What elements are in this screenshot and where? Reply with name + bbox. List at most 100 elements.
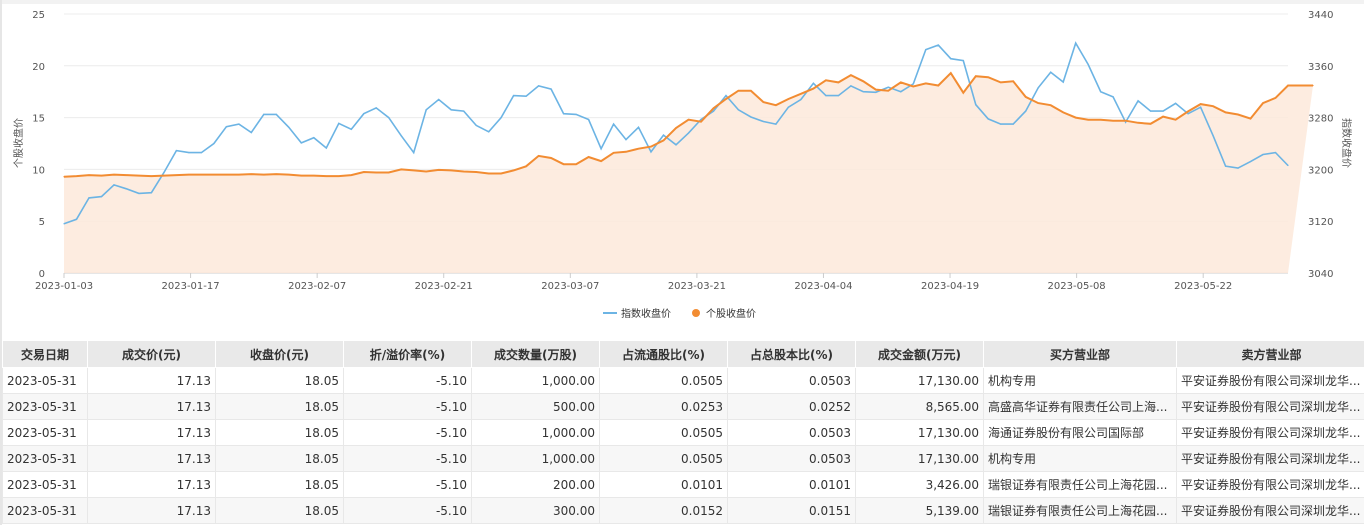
- index-point: [288, 126, 290, 128]
- table-cell: -5.10: [343, 419, 472, 446]
- index-point: [175, 150, 177, 152]
- index-point: [637, 126, 640, 128]
- index-point: [88, 197, 90, 199]
- stock-point: [812, 88, 815, 90]
- left-axis-tick-label: 20: [32, 62, 45, 73]
- index-point: [263, 113, 265, 115]
- table-cell: 机构专用: [983, 367, 1177, 394]
- table-row[interactable]: 2023-05-31 17.13 18.05 -5.10 200.00 0.0101 0.0…: [2, 471, 1364, 498]
- top-border: [0, 0, 1364, 4]
- index-point: [987, 118, 989, 120]
- stock-point: [1187, 110, 1189, 112]
- table-cell: 机构专用: [983, 445, 1177, 472]
- table-cell: 17.13: [87, 419, 216, 446]
- stock-point: [1150, 123, 1152, 125]
- column-header[interactable]: 交易日期: [2, 340, 88, 368]
- column-header[interactable]: 买方营业部: [983, 340, 1177, 368]
- stock-point: [363, 171, 365, 173]
- legend[interactable]: 指数收盘价 个股收盘价: [603, 307, 756, 320]
- stock-point: [475, 171, 477, 173]
- column-header[interactable]: 成交价(元): [87, 340, 216, 368]
- index-point: [675, 144, 677, 146]
- left-axis-ticks: 0 5 10 15 20 25: [32, 10, 45, 280]
- stock-price-area: [64, 73, 1313, 273]
- table-cell: 0.0505: [599, 367, 728, 394]
- index-point: [925, 49, 927, 51]
- table-cell: 18.05: [215, 497, 344, 524]
- legend-stock-dot-icon: [692, 309, 700, 317]
- stock-point: [712, 107, 715, 109]
- table-row[interactable]: 2023-05-31 17.13 18.05 -5.10 1,000.00 0.0505 0…: [2, 419, 1364, 446]
- index-point: [712, 110, 715, 112]
- table-cell: 2023-05-31: [2, 471, 88, 498]
- table-row[interactable]: 2023-05-31 17.13 18.05 -5.10 300.00 0.0152 0.0…: [2, 497, 1364, 524]
- legend-item-stock[interactable]: 个股收盘价: [692, 307, 756, 320]
- stock-point: [163, 175, 165, 177]
- x-axis-tick-label: 2023-04-04: [794, 281, 852, 292]
- stock-point: [613, 152, 615, 154]
- table-cell: 0.0503: [727, 419, 856, 446]
- legend-item-index[interactable]: 指数收盘价: [603, 307, 671, 320]
- index-point: [1100, 91, 1102, 93]
- column-header[interactable]: 收盘价(元): [215, 340, 344, 368]
- index-point: [250, 131, 252, 134]
- stock-point: [100, 175, 103, 177]
- table-body: 2023-05-31 17.13 18.05 -5.10 1,000.00 0.0505 0…: [2, 367, 1364, 524]
- column-header[interactable]: 折/溢价率(%): [343, 340, 472, 368]
- index-point: [1150, 110, 1152, 112]
- stock-point: [925, 82, 927, 84]
- column-header[interactable]: 卖方营业部: [1176, 340, 1364, 368]
- stock-point: [1012, 80, 1014, 82]
- column-header[interactable]: 占流通股比(%): [599, 340, 728, 368]
- index-point: [475, 124, 477, 126]
- index-point: [325, 147, 327, 149]
- stock-point: [513, 169, 515, 171]
- index-point: [800, 98, 802, 101]
- stock-point: [125, 174, 127, 176]
- stock-point: [300, 175, 302, 177]
- stock-point: [1274, 97, 1277, 99]
- column-header[interactable]: 成交金额(万元): [855, 340, 984, 368]
- dual-axis-line-chart: 0 5 10 15 20 25 3040 3120 3200 3280 3360 3440 2023…: [12, 10, 1353, 320]
- stock-point: [63, 176, 65, 178]
- table-cell: 0.0253: [599, 393, 728, 420]
- column-header[interactable]: 成交数量(万股): [471, 340, 600, 368]
- table-cell: 18.05: [215, 445, 344, 472]
- index-point: [750, 116, 752, 118]
- index-point: [862, 91, 864, 93]
- stock-point: [1249, 118, 1252, 120]
- index-point: [787, 106, 790, 108]
- table-cell: -5.10: [343, 497, 472, 524]
- stock-point: [650, 146, 652, 148]
- stock-point: [88, 174, 90, 176]
- stock-point: [1087, 119, 1089, 121]
- table-row[interactable]: 2023-05-31 17.13 18.05 -5.10 1,000.00 0.0505 0…: [2, 367, 1364, 394]
- column-header[interactable]: 占总股本比(%): [727, 340, 856, 368]
- index-point: [1187, 113, 1189, 115]
- index-point: [550, 88, 552, 90]
- table-cell: 17,130.00: [855, 367, 984, 394]
- table-row[interactable]: 2023-05-31 17.13 18.05 -5.10 1,000.00 0.0505 0…: [2, 445, 1364, 472]
- table-cell: 17.13: [87, 471, 216, 498]
- index-point: [1162, 110, 1164, 112]
- table-cell: 200.00: [471, 471, 600, 498]
- stock-point: [725, 98, 727, 100]
- table-cell: -5.10: [343, 393, 472, 420]
- stock-point: [425, 170, 427, 173]
- index-point: [388, 117, 390, 119]
- table-cell: 平安证券股份有限公司深圳龙华...: [1176, 445, 1364, 472]
- index-point: [125, 188, 127, 190]
- table-cell: 1,000.00: [471, 367, 600, 394]
- table-cell: 17.13: [87, 497, 216, 524]
- left-border: [0, 0, 2, 525]
- table-row[interactable]: 2023-05-31 17.13 18.05 -5.10 500.00 0.0253 0.0…: [2, 393, 1364, 420]
- index-point: [850, 85, 852, 87]
- stock-point: [563, 163, 565, 165]
- stock-point: [937, 84, 939, 87]
- index-point: [1262, 153, 1264, 156]
- stock-point: [450, 169, 452, 171]
- left-axis-title: 个股收盘价: [12, 118, 25, 168]
- stock-point: [1062, 111, 1064, 113]
- index-point: [375, 107, 377, 109]
- stock-point: [887, 90, 889, 92]
